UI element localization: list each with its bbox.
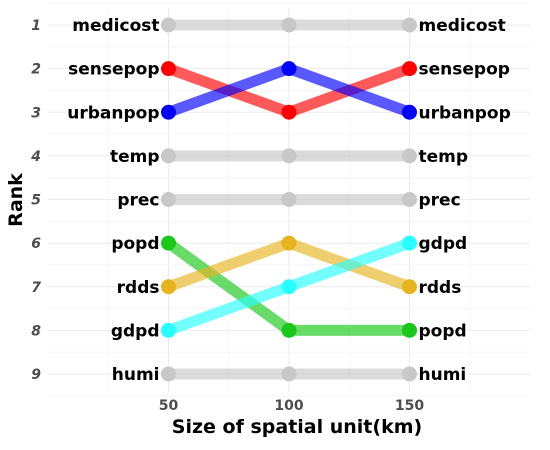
point-popd-50 <box>161 236 176 251</box>
left-label-prec: prec <box>117 191 159 211</box>
left-label-humi: humi <box>112 365 160 385</box>
point-medicost-100 <box>282 18 297 33</box>
point-humi-100 <box>282 367 297 382</box>
point-sensepop-100 <box>282 105 297 120</box>
point-rdds-150 <box>402 279 417 294</box>
point-popd-100 <box>282 323 297 338</box>
left-label-popd: popd <box>111 234 159 254</box>
point-temp-50 <box>161 148 176 163</box>
point-prec-100 <box>282 192 297 207</box>
right-label-urbanpop: urbanpop <box>419 103 511 123</box>
point-gdpd-50 <box>161 323 176 338</box>
point-humi-150 <box>402 367 417 382</box>
point-humi-50 <box>161 367 176 382</box>
right-label-rdds: rdds <box>419 278 462 298</box>
left-label-sensepop: sensepop <box>68 60 159 80</box>
right-label-sensepop: sensepop <box>419 60 510 80</box>
point-gdpd-100 <box>282 279 297 294</box>
right-label-popd: popd <box>419 321 467 341</box>
y-tick-label: 3 <box>31 105 41 121</box>
point-prec-50 <box>161 192 176 207</box>
y-tick-label: 8 <box>31 323 41 339</box>
left-label-medicost: medicost <box>72 16 159 36</box>
point-prec-150 <box>402 192 417 207</box>
y-axis-title: Rank <box>5 173 27 227</box>
x-tick-label: 50 <box>159 398 179 414</box>
point-urbanpop-50 <box>161 105 176 120</box>
point-medicost-50 <box>161 18 176 33</box>
right-label-medicost: medicost <box>419 16 506 36</box>
point-rdds-100 <box>282 236 297 251</box>
point-sensepop-50 <box>161 61 176 76</box>
y-tick-label: 7 <box>31 280 41 296</box>
x-tick-label: 100 <box>274 398 303 414</box>
y-tick-label: 1 <box>31 18 41 34</box>
point-temp-150 <box>402 148 417 163</box>
y-tick-label: 9 <box>31 367 41 383</box>
y-tick-label: 5 <box>31 193 41 209</box>
point-temp-100 <box>282 148 297 163</box>
point-sensepop-150 <box>402 61 417 76</box>
point-rdds-50 <box>161 279 176 294</box>
y-tick-label: 4 <box>30 149 41 165</box>
left-label-gdpd: gdpd <box>111 321 160 341</box>
x-tick-label: 150 <box>395 398 424 414</box>
right-label-temp: temp <box>419 147 469 167</box>
point-urbanpop-100 <box>282 61 297 76</box>
point-popd-150 <box>402 323 417 338</box>
point-gdpd-150 <box>402 236 417 251</box>
right-label-prec: prec <box>419 191 461 211</box>
x-axis-title: Size of spatial unit(km) <box>172 416 422 438</box>
y-tick-label: 2 <box>31 62 41 78</box>
y-tick-label: 6 <box>31 236 41 252</box>
right-label-gdpd: gdpd <box>419 234 468 254</box>
left-label-rdds: rdds <box>117 278 160 298</box>
right-label-humi: humi <box>419 365 467 385</box>
point-medicost-150 <box>402 18 417 33</box>
left-label-urbanpop: urbanpop <box>67 103 159 123</box>
left-label-temp: temp <box>110 147 160 167</box>
point-urbanpop-150 <box>402 105 417 120</box>
